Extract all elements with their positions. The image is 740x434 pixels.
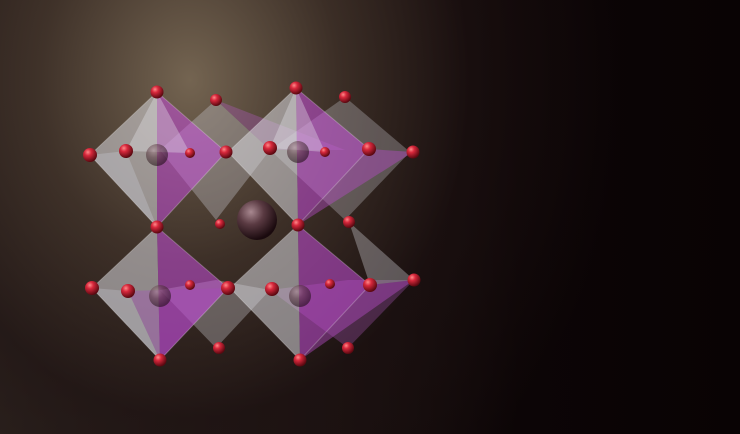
atom — [221, 281, 235, 295]
atom — [219, 145, 233, 159]
inner-atoms — [146, 141, 311, 307]
atom — [185, 148, 195, 158]
center-atom — [237, 200, 277, 240]
atom — [265, 282, 279, 296]
atom — [213, 342, 225, 354]
octahedron-upper-left — [89, 91, 227, 228]
atom — [121, 284, 135, 298]
atom — [363, 278, 377, 292]
atom — [406, 145, 420, 159]
octahedron-upper-right — [227, 87, 413, 226]
atom — [339, 91, 351, 103]
atom — [325, 279, 335, 289]
atom — [407, 273, 421, 287]
atom — [342, 342, 354, 354]
atom — [185, 280, 195, 290]
atom — [150, 85, 164, 99]
atom — [119, 144, 133, 158]
atom — [362, 142, 376, 156]
atom — [343, 216, 355, 228]
atom — [215, 219, 225, 229]
atom — [291, 218, 305, 232]
atom — [263, 141, 277, 155]
oxygen-atoms — [83, 81, 421, 367]
atom — [150, 220, 164, 234]
atom — [153, 353, 167, 367]
atom — [320, 147, 330, 157]
atom — [210, 94, 222, 106]
atom — [289, 81, 303, 95]
atom — [83, 148, 97, 162]
atom — [85, 281, 99, 295]
atom — [293, 353, 307, 367]
octahedron-lower-right — [229, 222, 414, 361]
